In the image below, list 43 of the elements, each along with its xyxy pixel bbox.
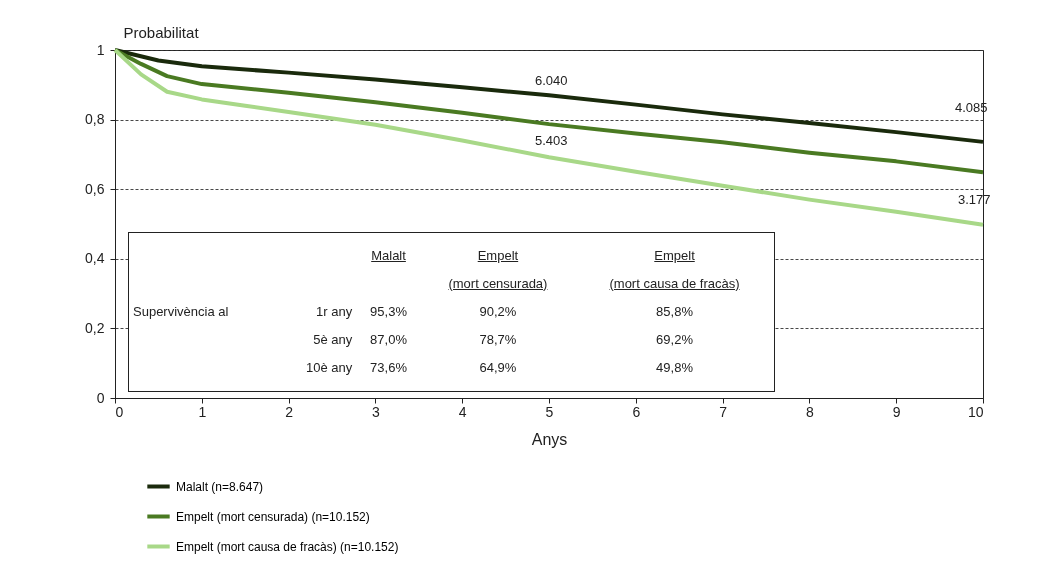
annotation: 95,3%: [370, 303, 407, 319]
annotation: (mort causa de fracàs): [609, 275, 740, 291]
annotation: Malalt: [371, 247, 406, 263]
annotation: 85,8%: [656, 303, 693, 319]
annotation: 1r any: [316, 303, 353, 319]
annotation: Empelt: [477, 247, 519, 263]
annotation: 49,8%: [656, 359, 693, 375]
annotation: 78,7%: [479, 331, 517, 347]
y-tick-label: 0: [96, 389, 105, 406]
y-tick-label: 0,4: [85, 250, 105, 267]
x-tick-label: 1: [198, 403, 207, 420]
annotation: 90,2%: [479, 303, 517, 319]
annotation: Supervivència al: [133, 303, 229, 319]
x-tick-label: 4: [458, 403, 467, 420]
x-tick-label: 2: [285, 403, 294, 420]
x-axis-title: Anys: [531, 430, 568, 448]
x-tick-label: 0: [115, 403, 124, 420]
x-tick-label: 10: [967, 403, 984, 420]
y-tick-label: 0,8: [85, 111, 105, 128]
annotation: 5è any: [313, 331, 353, 347]
annotation: 6.040: [535, 73, 568, 88]
y-tick-label: 0,6: [85, 180, 105, 197]
annotation: Empelt: [654, 247, 695, 263]
annotation: 64,9%: [479, 359, 517, 375]
x-tick-label: 3: [372, 403, 380, 420]
legend-label: Malalt (n=8.647): [176, 479, 264, 494]
legend-label: Empelt (mort censurada) (n=10.152): [176, 509, 370, 524]
annotation: 5.403: [535, 133, 568, 148]
y-tick-label: 1: [96, 41, 105, 58]
annotation: 69,2%: [656, 331, 693, 347]
annotation: 10è any: [305, 359, 353, 375]
x-tick-label: 8: [806, 403, 814, 420]
x-tick-label: 9: [892, 403, 901, 420]
x-tick-label: 7: [719, 403, 728, 420]
annotation: 73,6%: [370, 359, 407, 375]
x-tick-label: 5: [545, 403, 554, 420]
line-series: [113, 48, 985, 144]
annotation: 87,0%: [370, 331, 407, 347]
y-tick-label: 0,2: [85, 319, 105, 336]
y-axis-title: Probabilitat: [123, 23, 200, 41]
annotation: (mort censurada): [448, 275, 548, 291]
x-tick-label: 6: [632, 403, 641, 420]
legend-label: Empelt (mort causa de fracàs) (n=10.152): [176, 539, 399, 554]
